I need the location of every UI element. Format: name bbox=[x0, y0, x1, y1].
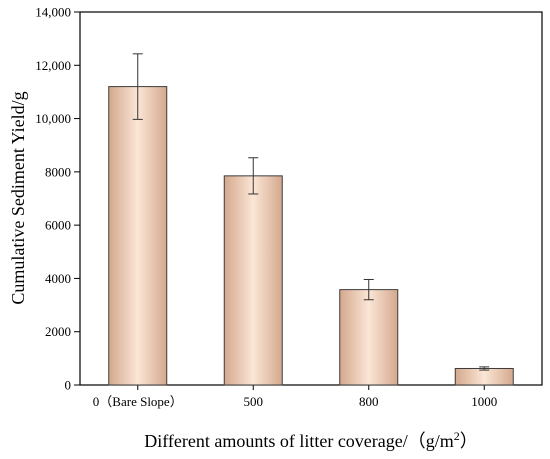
y-axis-label: Cumulative Sediment Yield/g bbox=[8, 91, 28, 304]
x-tick-label: 500 bbox=[244, 394, 264, 409]
x-axis-label-main: Different amounts of litter coverage/（g/… bbox=[144, 431, 454, 451]
x-axis-label-superscript: 2 bbox=[454, 429, 460, 443]
bars bbox=[108, 86, 514, 386]
y-tick-label: 0 bbox=[65, 378, 72, 393]
y-tick-label: 2000 bbox=[45, 324, 71, 339]
x-tick-label: 1000 bbox=[471, 394, 497, 409]
bar bbox=[108, 86, 168, 386]
y-tick-label: 6000 bbox=[45, 218, 71, 233]
bar bbox=[339, 289, 399, 386]
y-tick-label: 10,000 bbox=[35, 111, 71, 126]
y-tick-label: 12,000 bbox=[35, 58, 71, 73]
x-axis-label: Different amounts of litter coverage/（g/… bbox=[144, 429, 478, 451]
x-axis-ticks: 0（Bare Slope） 500 800 1000 bbox=[93, 385, 497, 409]
y-tick-label: 4000 bbox=[45, 271, 71, 286]
error-bars bbox=[132, 53, 490, 371]
x-axis-label-end: ） bbox=[460, 431, 478, 451]
x-tick-label: 800 bbox=[359, 394, 379, 409]
y-axis-ticks: 0 2000 4000 6000 8000 10,000 12,000 14,000 bbox=[35, 5, 80, 393]
bar bbox=[454, 367, 514, 386]
bar bbox=[223, 175, 283, 386]
y-tick-label: 14,000 bbox=[35, 5, 71, 20]
x-tick-label: 0（Bare Slope） bbox=[93, 394, 183, 409]
y-tick-label: 8000 bbox=[45, 164, 71, 179]
plot-frame bbox=[79, 11, 543, 386]
